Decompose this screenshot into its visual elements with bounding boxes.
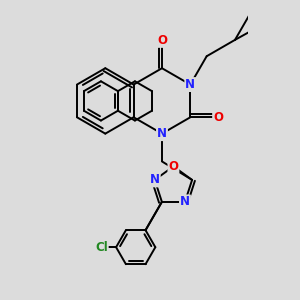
Text: O: O xyxy=(157,34,167,47)
Text: N: N xyxy=(157,127,167,140)
Text: O: O xyxy=(213,111,223,124)
Text: N: N xyxy=(150,173,160,186)
Text: O: O xyxy=(168,160,178,173)
Text: Cl: Cl xyxy=(95,241,108,254)
Text: N: N xyxy=(185,78,195,91)
Text: N: N xyxy=(180,195,190,208)
